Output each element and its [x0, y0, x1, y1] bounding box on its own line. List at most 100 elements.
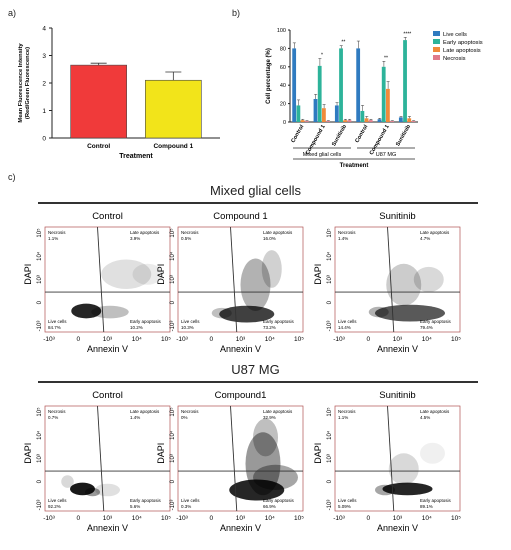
density-cloud — [240, 258, 271, 311]
flow-plot-frame — [44, 226, 171, 333]
x-tick-label: -10³ — [333, 515, 345, 522]
quadrant-label-early-apoptosis: Early apoptosis — [130, 498, 162, 503]
quadrant-label-late-apoptosis: Late apoptosis — [420, 230, 450, 235]
y-tick-label: 3 — [42, 53, 46, 60]
quadrant-label-live: Live cells — [338, 498, 357, 503]
x-tick-label: 10³ — [393, 515, 403, 522]
bar-necrosis — [390, 121, 394, 122]
x-axis-label: Annexin V — [87, 523, 128, 533]
x-tick-label: -10³ — [333, 336, 345, 343]
bar-late-apoptosis — [364, 118, 369, 122]
y-tick-label: -10³ — [327, 500, 333, 511]
quadrant-value-necrosis: 0.7% — [48, 415, 58, 420]
density-cloud — [229, 479, 285, 501]
quadrant-value-necrosis: 1.1% — [338, 415, 348, 420]
x-tick-label: 10³ — [236, 515, 246, 522]
quadrant-gate-vertical — [387, 226, 395, 333]
x-tick-label: 0 — [76, 336, 80, 343]
y-tick-label: 10³ — [37, 454, 43, 463]
bar-early-apoptosis — [403, 40, 407, 123]
y-tick-label: 2 — [42, 81, 46, 88]
density-cloud — [71, 303, 102, 319]
y-tick-label: -10³ — [37, 500, 43, 511]
y-tick-label: 10³ — [327, 454, 333, 463]
quadrant-label-necrosis: Necrosis — [181, 230, 199, 235]
y-tick-label: 10⁴ — [169, 430, 176, 440]
flow-plot-title: Sunitinib — [379, 390, 415, 401]
quadrant-label-live: Live cells — [48, 319, 67, 324]
legend-swatch — [433, 31, 440, 36]
x-tick-label: 10³ — [393, 336, 403, 343]
quadrant-value-early-apoptosis: 79.4% — [420, 325, 433, 330]
density-cloud — [101, 259, 152, 289]
quadrant-label-late-apoptosis: Late apoptosis — [130, 230, 160, 235]
quadrant-label-necrosis: Necrosis — [338, 230, 356, 235]
x-axis-label: Annexin V — [377, 523, 418, 533]
x-tick-label: -10³ — [43, 336, 55, 343]
x-tick-label: Control — [290, 124, 305, 144]
x-tick-label: 0 — [366, 336, 370, 343]
quadrant-label-live: Live cells — [181, 498, 200, 503]
quadrant-value-live: 5.09% — [338, 504, 351, 509]
quadrant-gate-vertical — [230, 405, 238, 512]
quadrant-gate-vertical — [230, 226, 238, 333]
y-tick-label: 10⁵ — [36, 407, 43, 417]
y-axis-label: DAPI — [23, 443, 33, 464]
quadrant-value-necrosis: 1.4% — [338, 236, 348, 241]
legend-label: Live cells — [443, 32, 467, 38]
quadrant-gate-vertical — [97, 226, 105, 333]
x-tick-label: Sunitinib — [395, 123, 412, 147]
quadrant-value-late-apoptosis: 32.9% — [263, 415, 276, 420]
section-separator — [38, 381, 478, 383]
density-cloud — [382, 482, 433, 496]
quadrant-value-necrosis: 0% — [181, 415, 188, 420]
x-axis-label: Annexin V — [220, 523, 261, 533]
y-tick-label: 0 — [283, 120, 286, 126]
bar-live-cells — [292, 48, 297, 122]
y-tick-label: 10³ — [327, 275, 333, 284]
x-axis-label: Treatment — [340, 163, 369, 169]
bar-early-apoptosis — [317, 65, 322, 122]
x-tick-label: 10⁴ — [422, 515, 432, 522]
y-tick-label: 0 — [37, 479, 43, 483]
density-cloud — [253, 418, 278, 457]
group-label-0: Mixed glial cells — [303, 152, 342, 158]
legend-swatch — [433, 55, 440, 60]
bar-early-apoptosis — [360, 110, 365, 122]
quadrant-value-late-apoptosis: 4.7% — [420, 236, 430, 241]
x-tick-label: 0 — [209, 515, 213, 522]
quadrant-label-live: Live cells — [181, 319, 200, 324]
density-cloud — [219, 305, 275, 323]
x-axis-label: Annexin V — [377, 344, 418, 354]
flow-plot-title: Sunitinib — [379, 211, 415, 222]
density-cloud — [61, 475, 74, 488]
y-axis-label: Mean Fluorescence Intensity(Red/Green Fl… — [18, 43, 31, 123]
x-tick-label: 10⁴ — [422, 336, 432, 343]
y-axis-label: DAPI — [23, 264, 33, 285]
flow-plot-title: Compound 1 — [213, 211, 267, 222]
bar-late-apoptosis — [386, 88, 390, 122]
quadrant-value-live: 84.7% — [48, 325, 61, 330]
quadrant-gate-vertical — [387, 405, 395, 512]
quadrant-value-early-apoptosis: 66.9% — [263, 504, 276, 509]
bar-compound-1 — [145, 79, 202, 139]
x-tick-label: 10⁴ — [265, 336, 275, 343]
x-tick-label: 0 — [209, 336, 213, 343]
bar-late-apoptosis — [322, 108, 326, 122]
y-tick-label: 0 — [327, 479, 333, 483]
density-cloud — [132, 263, 163, 285]
legend-swatch — [433, 47, 440, 52]
density-cloud — [388, 453, 419, 485]
quadrant-value-necrosis: 0.5% — [181, 236, 191, 241]
y-tick-label: 10⁵ — [36, 228, 43, 238]
y-tick-label: 4 — [42, 26, 46, 33]
legend-swatch — [433, 39, 440, 44]
x-tick-label: 10⁵ — [451, 515, 461, 522]
bar-live-cells — [313, 99, 318, 122]
bar-live-cells — [398, 117, 403, 122]
